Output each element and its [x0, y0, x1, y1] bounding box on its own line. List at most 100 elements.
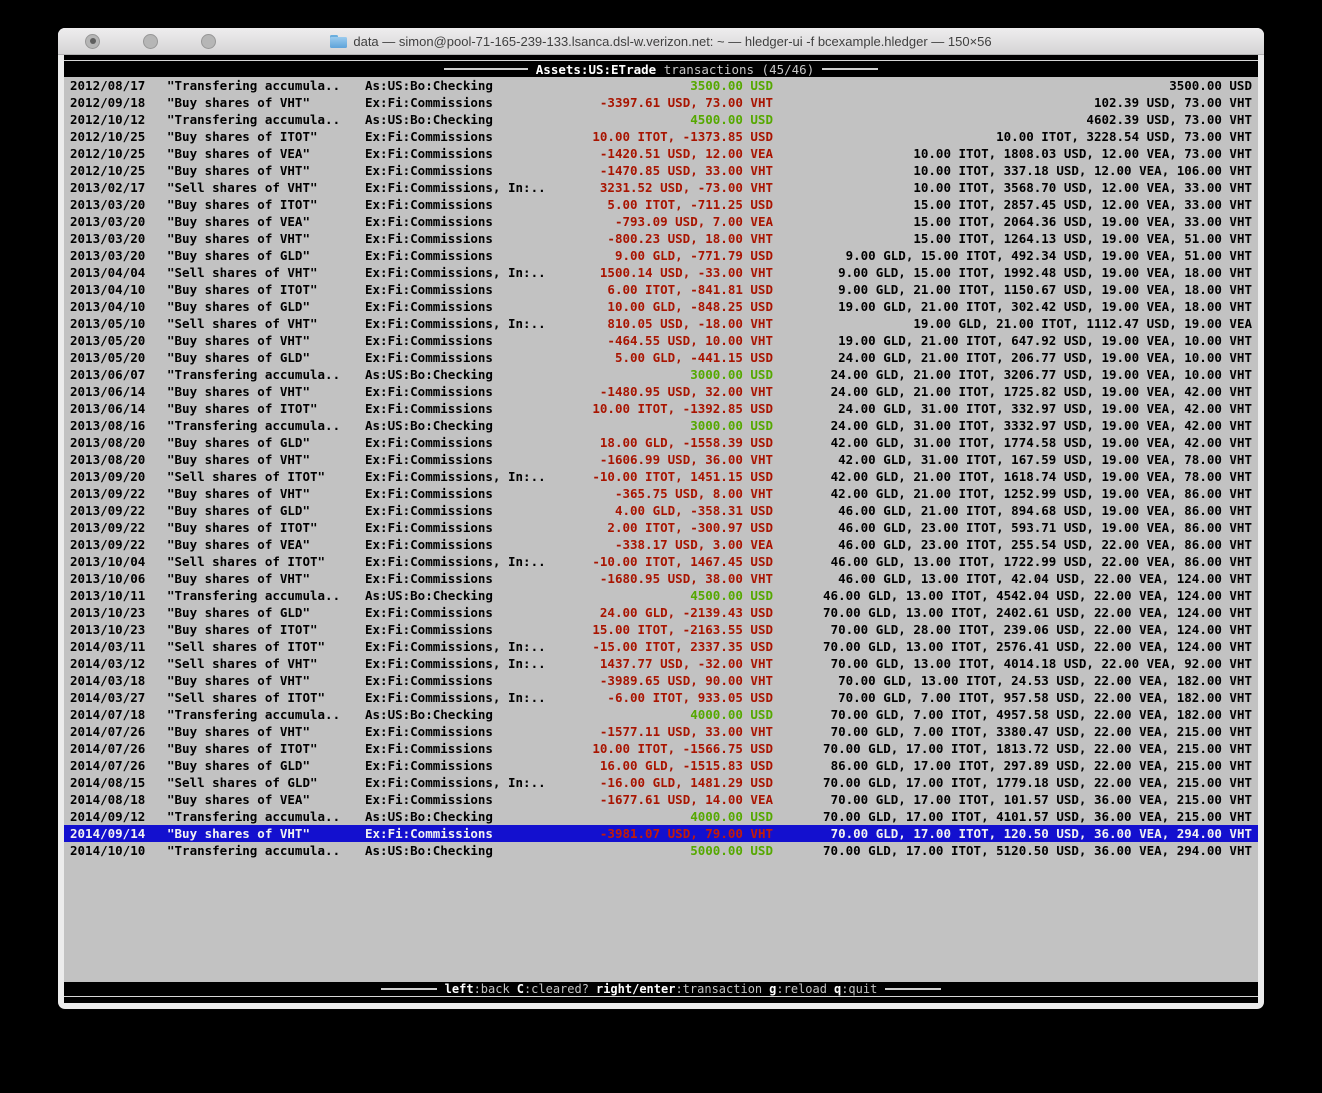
transaction-row[interactable]: 2014/03/12 "Sell shares of VHT" Ex:Fi:Comm…: [64, 655, 1258, 672]
cell-other-accounts: Ex:Fi:Commissions: [365, 792, 493, 807]
cell-date: 2013/04/04: [70, 265, 146, 280]
hint-label: :quit: [841, 982, 878, 996]
transaction-row[interactable]: 2013/03/20 "Buy shares of ITOT" Ex:Fi:Comm…: [64, 196, 1258, 213]
transaction-row[interactable]: 2013/05/10 "Sell shares of VHT" Ex:Fi:Comm…: [64, 315, 1258, 332]
transaction-row[interactable]: 2013/03/20 "Buy shares of VHT" Ex:Fi:Commi…: [64, 230, 1258, 247]
cell-running-balance: 3500.00 USD: [1169, 78, 1252, 93]
minimize-button[interactable]: [143, 33, 158, 49]
cell-amount: 4500.00 USD: [690, 588, 773, 603]
transaction-row[interactable]: 2013/09/20 "Sell shares of ITOT" Ex:Fi:Com…: [64, 468, 1258, 485]
transaction-row[interactable]: 2012/10/25 "Buy shares of ITOT" Ex:Fi:Comm…: [64, 128, 1258, 145]
cell-description: "Sell shares of VHT": [167, 316, 318, 331]
transaction-row[interactable]: 2012/10/12 "Transfering accumula.. As:US:B…: [64, 111, 1258, 128]
cell-running-balance: 70.00 GLD, 17.00 ITOT, 120.50 USD, 36.00…: [830, 826, 1252, 841]
transaction-row[interactable]: 2013/09/22 "Buy shares of VHT" Ex:Fi:Commi…: [64, 485, 1258, 502]
transaction-row[interactable]: 2012/10/25 "Buy shares of VEA" Ex:Fi:Commi…: [64, 145, 1258, 162]
cell-running-balance: 70.00 GLD, 7.00 ITOT, 4957.58 USD, 22.00…: [830, 707, 1252, 722]
cell-description: "Transfering accumula..: [167, 809, 341, 824]
cell-amount: 5000.00 USD: [690, 843, 773, 858]
account-name: Assets:US:ETrade: [535, 61, 657, 77]
cell-running-balance: 15.00 ITOT, 2857.45 USD, 12.00 VEA, 33.0…: [913, 197, 1252, 212]
close-button[interactable]: [85, 33, 100, 49]
transaction-row[interactable]: 2013/06/14 "Buy shares of ITOT" Ex:Fi:Comm…: [64, 400, 1258, 417]
transaction-row[interactable]: 2013/10/11 "Transfering accumula.. As:US:B…: [64, 587, 1258, 604]
transaction-row[interactable]: 2014/10/10 "Transfering accumula.. As:US:B…: [64, 842, 1258, 859]
transaction-row[interactable]: 2013/02/17 "Sell shares of VHT" Ex:Fi:Comm…: [64, 179, 1258, 196]
transaction-row[interactable]: 2013/03/20 "Buy shares of GLD" Ex:Fi:Commi…: [64, 247, 1258, 264]
transaction-row[interactable]: 2013/09/22 "Buy shares of VEA" Ex:Fi:Commi…: [64, 536, 1258, 553]
cell-date: 2013/03/20: [70, 248, 146, 263]
transaction-row[interactable]: 2013/08/20 "Buy shares of GLD" Ex:Fi:Commi…: [64, 434, 1258, 451]
transaction-row[interactable]: 2013/04/04 "Sell shares of VHT" Ex:Fi:Comm…: [64, 264, 1258, 281]
transaction-row[interactable]: 2013/06/07 "Transfering accumula.. As:US:B…: [64, 366, 1258, 383]
transaction-row[interactable]: 2014/07/26 "Buy shares of VHT" Ex:Fi:Commi…: [64, 723, 1258, 740]
transaction-row[interactable]: 2014/03/11 "Sell shares of ITOT" Ex:Fi:Com…: [64, 638, 1258, 655]
transaction-row[interactable]: 2013/10/06 "Buy shares of VHT" Ex:Fi:Commi…: [64, 570, 1258, 587]
window-title-text: data — simon@pool-71-165-239-133.lsanca.…: [353, 33, 992, 49]
transaction-row[interactable]: 2013/09/22 "Buy shares of GLD" Ex:Fi:Commi…: [64, 502, 1258, 519]
cell-amount: 3500.00 USD: [690, 78, 773, 93]
window-titlebar[interactable]: data — simon@pool-71-165-239-133.lsanca.…: [58, 28, 1264, 55]
cell-running-balance: 46.00 GLD, 13.00 ITOT, 4542.04 USD, 22.0…: [823, 588, 1252, 603]
transaction-row[interactable]: 2013/03/20 "Buy shares of VEA" Ex:Fi:Commi…: [64, 213, 1258, 230]
transaction-row-selected[interactable]: 2014/09/14 "Buy shares of VHT" Ex:Fi:Commi…: [64, 825, 1258, 842]
hint-label: :back: [473, 982, 510, 996]
cell-other-accounts: Ex:Fi:Commissions: [365, 673, 493, 688]
cell-amount: 10.00 ITOT, -1566.75 USD: [592, 741, 773, 756]
cell-description: "Transfering accumula..: [167, 707, 341, 722]
cell-amount: -338.17 USD, 3.00 VEA: [614, 537, 773, 552]
cell-running-balance: 19.00 GLD, 21.00 ITOT, 1112.47 USD, 19.0…: [913, 316, 1252, 331]
cell-amount: 5.00 GLD, -441.15 USD: [614, 350, 773, 365]
cell-amount: -16.00 GLD, 1481.29 USD: [599, 775, 773, 790]
cell-other-accounts: Ex:Fi:Commissions, In:..: [365, 469, 546, 484]
cell-other-accounts: As:US:Bo:Checking: [365, 707, 493, 722]
transaction-row[interactable]: 2013/10/23 "Buy shares of ITOT" Ex:Fi:Comm…: [64, 621, 1258, 638]
transaction-row[interactable]: 2012/10/25 "Buy shares of VHT" Ex:Fi:Commi…: [64, 162, 1258, 179]
bottom-border-strip: [64, 997, 1258, 1003]
transaction-row[interactable]: 2013/10/04 "Sell shares of ITOT" Ex:Fi:Com…: [64, 553, 1258, 570]
cell-date: 2013/03/20: [70, 231, 146, 246]
transaction-row[interactable]: 2013/04/10 "Buy shares of ITOT" Ex:Fi:Comm…: [64, 281, 1258, 298]
transaction-row[interactable]: 2014/08/15 "Sell shares of GLD" Ex:Fi:Comm…: [64, 774, 1258, 791]
cell-other-accounts: Ex:Fi:Commissions: [365, 724, 493, 739]
cell-date: 2013/10/23: [70, 605, 146, 620]
cell-amount: 18.00 GLD, -1558.39 USD: [599, 435, 773, 450]
transaction-row[interactable]: 2013/05/20 "Buy shares of VHT" Ex:Fi:Commi…: [64, 332, 1258, 349]
transaction-row[interactable]: 2013/08/20 "Buy shares of VHT" Ex:Fi:Commi…: [64, 451, 1258, 468]
transaction-row[interactable]: 2012/09/18 "Buy shares of VHT" Ex:Fi:Commi…: [64, 94, 1258, 111]
cell-running-balance: 10.00 ITOT, 3228.54 USD, 73.00 VHT: [996, 129, 1252, 144]
cell-description: "Buy shares of VEA": [167, 537, 310, 552]
transaction-row[interactable]: 2014/07/18 "Transfering accumula.. As:US:B…: [64, 706, 1258, 723]
transaction-row[interactable]: 2014/03/27 "Sell shares of ITOT" Ex:Fi:Com…: [64, 689, 1258, 706]
cell-date: 2012/10/12: [70, 112, 146, 127]
cell-description: "Sell shares of VHT": [167, 265, 318, 280]
transactions-list: 2012/08/17 "Transfering accumula.. As:US:B…: [64, 77, 1258, 859]
cell-date: 2014/03/27: [70, 690, 146, 705]
transaction-row[interactable]: 2014/09/12 "Transfering accumula.. As:US:B…: [64, 808, 1258, 825]
cell-amount: 3231.52 USD, -73.00 VHT: [599, 180, 773, 195]
transaction-row[interactable]: 2014/07/26 "Buy shares of GLD" Ex:Fi:Commi…: [64, 757, 1258, 774]
cell-other-accounts: Ex:Fi:Commissions: [365, 248, 493, 263]
folder-icon: [330, 34, 348, 48]
cell-date: 2012/10/25: [70, 163, 146, 178]
transaction-row[interactable]: 2013/10/23 "Buy shares of GLD" Ex:Fi:Commi…: [64, 604, 1258, 621]
cell-description: "Buy shares of ITOT": [167, 282, 318, 297]
transaction-row[interactable]: 2013/09/22 "Buy shares of ITOT" Ex:Fi:Comm…: [64, 519, 1258, 536]
cell-other-accounts: Ex:Fi:Commissions, In:..: [365, 180, 546, 195]
zoom-button[interactable]: [201, 33, 216, 49]
cell-running-balance: 42.00 GLD, 21.00 ITOT, 1618.74 USD, 19.0…: [830, 469, 1252, 484]
transaction-row[interactable]: 2014/07/26 "Buy shares of ITOT" Ex:Fi:Comm…: [64, 740, 1258, 757]
header-rule-left: [443, 68, 528, 70]
transaction-row[interactable]: 2013/06/14 "Buy shares of VHT" Ex:Fi:Commi…: [64, 383, 1258, 400]
cell-description: "Buy shares of VEA": [167, 792, 310, 807]
cell-other-accounts: Ex:Fi:Commissions, In:..: [365, 265, 546, 280]
cell-amount: 10.00 GLD, -848.25 USD: [607, 299, 773, 314]
transaction-row[interactable]: 2012/08/17 "Transfering accumula.. As:US:B…: [64, 77, 1258, 94]
transaction-row[interactable]: 2013/08/16 "Transfering accumula.. As:US:B…: [64, 417, 1258, 434]
cell-date: 2013/06/14: [70, 384, 146, 399]
transaction-row[interactable]: 2013/05/20 "Buy shares of GLD" Ex:Fi:Commi…: [64, 349, 1258, 366]
cell-running-balance: 46.00 GLD, 13.00 ITOT, 42.04 USD, 22.00 …: [838, 571, 1252, 586]
transaction-row[interactable]: 2014/03/18 "Buy shares of VHT" Ex:Fi:Commi…: [64, 672, 1258, 689]
transaction-row[interactable]: 2014/08/18 "Buy shares of VEA" Ex:Fi:Commi…: [64, 791, 1258, 808]
transaction-row[interactable]: 2013/04/10 "Buy shares of GLD" Ex:Fi:Commi…: [64, 298, 1258, 315]
